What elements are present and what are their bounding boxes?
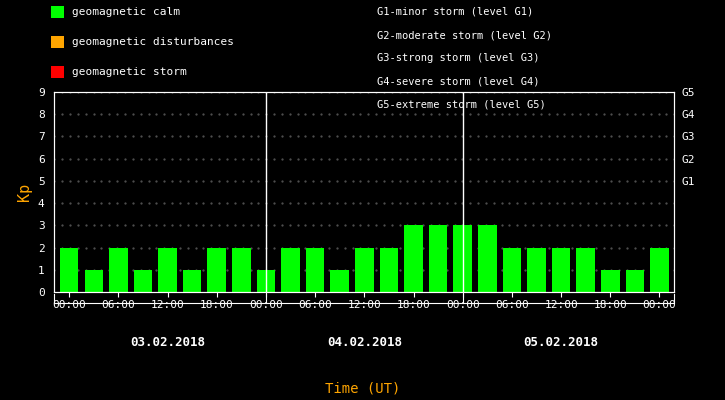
Bar [453,225,472,292]
Bar [158,248,177,292]
Bar [281,248,299,292]
Bar [380,248,398,292]
Text: geomagnetic disturbances: geomagnetic disturbances [72,37,234,47]
Text: 03.02.2018: 03.02.2018 [130,336,205,348]
Bar [306,248,324,292]
Bar [232,248,251,292]
Bar [502,248,521,292]
Text: G1-minor storm (level G1): G1-minor storm (level G1) [377,7,534,17]
Bar [405,225,423,292]
Bar [552,248,571,292]
Bar [331,270,349,292]
Bar [355,248,373,292]
Bar [183,270,202,292]
Bar [85,270,103,292]
Bar [601,270,620,292]
Text: 04.02.2018: 04.02.2018 [327,336,402,348]
Bar [207,248,226,292]
Text: 05.02.2018: 05.02.2018 [523,336,599,348]
Bar [478,225,497,292]
Bar [257,270,276,292]
Bar [109,248,128,292]
Bar [60,248,78,292]
Bar [527,248,546,292]
Text: Time (UT): Time (UT) [325,382,400,396]
Bar [429,225,447,292]
Bar [576,248,595,292]
Bar [650,248,668,292]
Text: G2-moderate storm (level G2): G2-moderate storm (level G2) [377,30,552,40]
Text: G5-extreme storm (level G5): G5-extreme storm (level G5) [377,100,546,110]
Bar [626,270,644,292]
Text: G3-strong storm (level G3): G3-strong storm (level G3) [377,54,539,64]
Text: geomagnetic storm: geomagnetic storm [72,67,187,77]
Text: G4-severe storm (level G4): G4-severe storm (level G4) [377,77,539,87]
Text: geomagnetic calm: geomagnetic calm [72,7,181,17]
Y-axis label: Kp: Kp [17,183,33,201]
Bar [133,270,152,292]
